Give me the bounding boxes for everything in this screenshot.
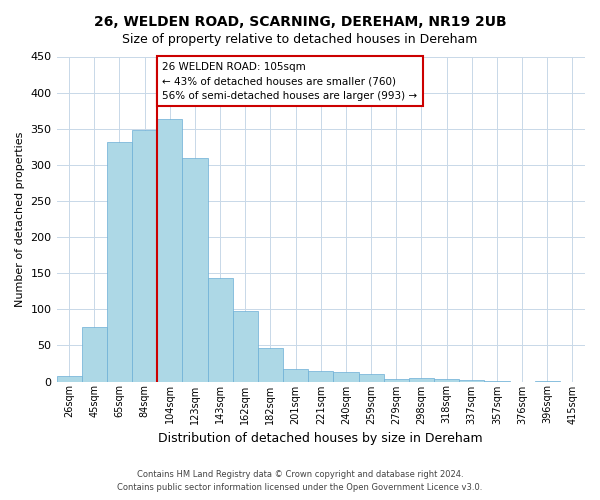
Bar <box>283 368 308 382</box>
Bar <box>409 378 434 382</box>
Bar <box>434 378 459 382</box>
Bar <box>535 381 560 382</box>
Text: Contains HM Land Registry data © Crown copyright and database right 2024.
Contai: Contains HM Land Registry data © Crown c… <box>118 470 482 492</box>
Bar <box>56 376 82 382</box>
Y-axis label: Number of detached properties: Number of detached properties <box>15 132 25 306</box>
Bar <box>182 158 208 382</box>
Bar <box>308 370 334 382</box>
Bar <box>82 328 107 382</box>
Text: Size of property relative to detached houses in Dereham: Size of property relative to detached ho… <box>122 32 478 46</box>
Bar <box>334 372 359 382</box>
Bar <box>157 120 182 382</box>
Bar <box>383 378 409 382</box>
Bar <box>359 374 383 382</box>
Text: 26 WELDEN ROAD: 105sqm
← 43% of detached houses are smaller (760)
56% of semi-de: 26 WELDEN ROAD: 105sqm ← 43% of detached… <box>162 62 418 101</box>
Bar <box>484 381 509 382</box>
Bar <box>258 348 283 382</box>
Bar <box>233 312 258 382</box>
X-axis label: Distribution of detached houses by size in Dereham: Distribution of detached houses by size … <box>158 432 483 445</box>
Bar <box>107 142 132 382</box>
Bar <box>459 380 484 382</box>
Text: 26, WELDEN ROAD, SCARNING, DEREHAM, NR19 2UB: 26, WELDEN ROAD, SCARNING, DEREHAM, NR19… <box>94 15 506 29</box>
Bar <box>132 130 157 382</box>
Bar <box>208 278 233 382</box>
